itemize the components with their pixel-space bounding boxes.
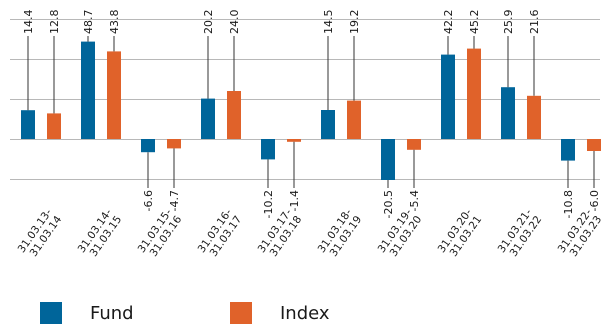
category-label-5: 31.03.18-31.03.19 [316, 207, 365, 262]
bar-index-6 [407, 139, 421, 150]
bar-fund-7 [441, 54, 455, 139]
legend-item-fund: Fund [40, 302, 134, 324]
bar-index-9 [587, 139, 601, 151]
legend: Fund Index [0, 302, 607, 326]
data-label-index-7: 45.2 [468, 10, 481, 35]
bar-index-7 [467, 48, 481, 139]
bar-fund-1 [81, 41, 95, 139]
legend-label-fund: Fund [90, 302, 134, 324]
data-label-fund-6: -20.5 [382, 190, 395, 218]
bar-index-3 [227, 91, 241, 139]
bar-fund-4 [261, 139, 275, 160]
bar-index-8 [527, 95, 541, 139]
data-label-fund-5: 14.5 [322, 10, 335, 35]
data-label-index-1: 43.8 [108, 10, 121, 35]
category-labels: 31.03.13-31.03.14 31.03.14-31.03.15 31.03.… [16, 207, 605, 262]
bar-index-5 [347, 100, 361, 139]
category-label-3: 31.03.16-31.03.17 [196, 207, 245, 262]
data-label-index-9: -6.0 [588, 190, 601, 211]
data-labels: 14.4 12.8 48.7 43.8 -6.6 -4.7 20.2 24.0 -10.2 -1.… [22, 10, 601, 219]
legend-label-index: Index [280, 302, 330, 324]
data-label-index-4: -1.4 [288, 190, 301, 211]
bar-chart: 14.4 12.8 48.7 43.8 -6.6 -4.7 20.2 24.0 -10.2 -1.… [10, 10, 605, 262]
data-label-index-5: 19.2 [348, 10, 361, 35]
data-label-index-3: 24.0 [228, 10, 241, 35]
data-label-fund-8: 25.9 [502, 10, 515, 35]
data-label-fund-2: -6.6 [142, 190, 155, 211]
data-label-fund-0: 14.4 [22, 10, 35, 35]
data-label-index-8: 21.6 [528, 10, 541, 35]
data-label-index-0: 12.8 [48, 10, 61, 35]
bar-fund-8 [501, 87, 515, 139]
data-label-fund-3: 20.2 [202, 10, 215, 35]
data-label-fund-9: -10.8 [562, 190, 575, 218]
category-label-0: 31.03.13-31.03.14 [16, 207, 65, 262]
data-label-fund-7: 42.2 [442, 10, 455, 35]
bar-fund-6 [381, 139, 395, 180]
bar-fund-2 [141, 139, 155, 153]
category-label-7: 31.03.20-31.03.21 [436, 207, 485, 262]
bar-index-0 [47, 113, 61, 139]
legend-item-index: Index [230, 302, 330, 324]
bar-index-4 [287, 139, 301, 142]
bar-index-2 [167, 139, 181, 149]
bar-fund-0 [21, 110, 35, 139]
bar-fund-5 [321, 110, 335, 139]
bar-fund-9 [561, 139, 575, 161]
legend-swatch-index [230, 302, 252, 324]
bar-fund-3 [201, 98, 215, 139]
data-label-fund-1: 48.7 [82, 10, 95, 35]
category-label-2: 31.03.15-31.03.16 [136, 207, 185, 262]
bars [21, 41, 601, 180]
data-label-index-6: -5.4 [408, 190, 421, 211]
bar-index-1 [107, 51, 121, 139]
data-label-index-2: -4.7 [168, 190, 181, 211]
legend-swatch-fund [40, 302, 62, 324]
category-label-1: 31.03.14-31.03.15 [76, 207, 125, 262]
data-label-fund-4: -10.2 [262, 190, 275, 218]
category-label-8: 31.03.21-31.03.22 [496, 207, 545, 262]
